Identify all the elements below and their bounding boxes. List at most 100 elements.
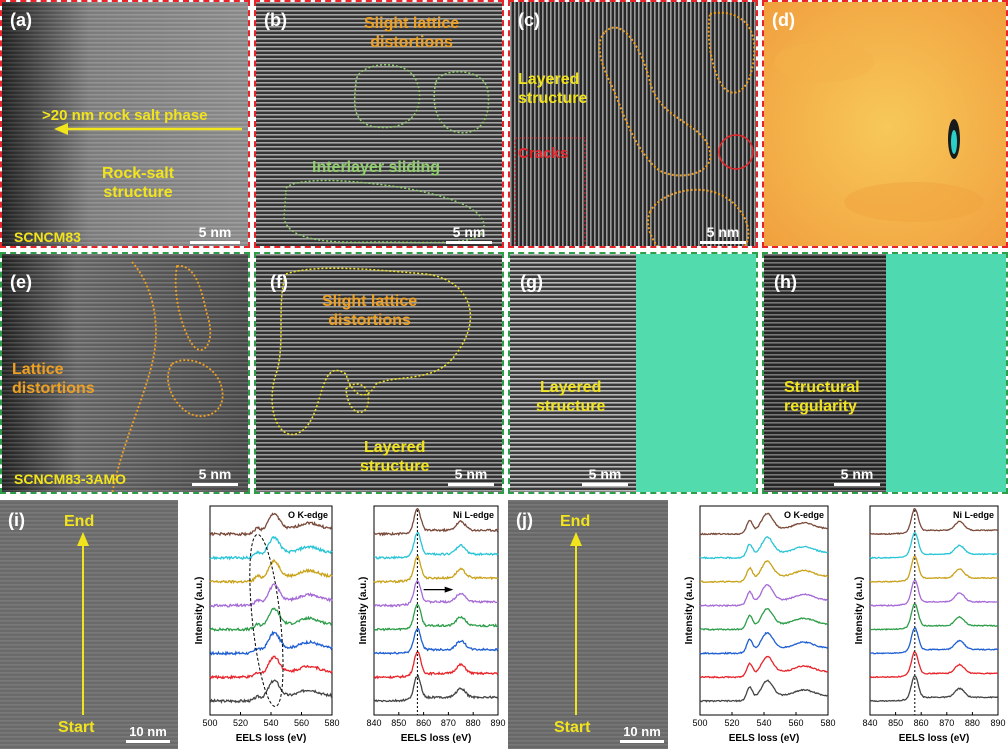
spectrum-line (373, 651, 499, 680)
edge-title: O K-edge (784, 510, 824, 520)
layered-structure-label: Layered structure (536, 378, 605, 416)
panel-label: (c) (518, 10, 540, 30)
spectrum-line (373, 507, 499, 537)
spectrum-line (373, 603, 499, 632)
x-tick-label: 840 (862, 718, 877, 728)
x-tick-label: 540 (756, 718, 771, 728)
scale-bar: 5 nm (582, 466, 628, 486)
x-tick-label: 500 (202, 718, 217, 728)
spectrum-line (869, 603, 999, 631)
spectrum-line (699, 536, 829, 560)
spectrum-line (699, 679, 828, 703)
spectrum-line (373, 555, 499, 584)
scale-bar: 5 nm (700, 224, 746, 244)
scale-text: 10 nm (623, 724, 661, 739)
panel-b-image (256, 2, 502, 246)
spectrum-line (209, 535, 333, 561)
scale-bar: 10 nm (620, 724, 664, 743)
panel-label: (h) (774, 272, 797, 292)
line-1: Slight lattice (322, 293, 418, 310)
scale-text: 5 nm (198, 466, 232, 482)
scale-text: 5 nm (454, 466, 488, 482)
interlayer-sliding-label: Interlayer sliding (312, 159, 441, 176)
plot-frame (373, 505, 499, 716)
x-axis-label: EELS loss (eV) (236, 733, 307, 744)
panel-h-image (764, 254, 1006, 492)
scale-text: 5 nm (840, 466, 874, 482)
x-tick-label: 890 (990, 718, 1005, 728)
arrow-up-icon (77, 532, 89, 546)
scale-text: 5 nm (588, 466, 622, 482)
spectrum-line (699, 584, 829, 608)
x-tick-label: 890 (490, 718, 505, 728)
spectrum-line (209, 512, 333, 537)
layered-structure-label: Layered structure (360, 438, 429, 476)
x-tick-label: 520 (233, 718, 248, 728)
x-tick-label: 540 (263, 718, 278, 728)
rock-salt-structure-label: Rock-salt structure (102, 164, 174, 202)
spectrum-line (699, 655, 829, 679)
panel-label: (j) (516, 510, 533, 530)
x-axis-label: EELS loss (eV) (899, 733, 970, 744)
panel-label: (b) (264, 10, 287, 30)
y-axis-label: Intensity (a.u.) (854, 577, 865, 645)
slight-distortion-label: Slight lattice distortions (364, 14, 459, 52)
start-label: Start (58, 719, 95, 736)
pre-edge-ellipse (249, 533, 284, 708)
spectrum-line (869, 555, 999, 583)
spectrum-line (869, 651, 998, 679)
panel-d: (d) (762, 0, 1008, 248)
panel-label: (g) (520, 272, 543, 292)
spectrum-line (209, 679, 333, 704)
spectrum-line (373, 579, 499, 608)
scale-text: 10 nm (129, 724, 167, 739)
x-tick-label: 580 (820, 718, 835, 728)
arrow-right-icon (444, 586, 454, 593)
panel-a-image (2, 2, 248, 246)
panel-label: (i) (8, 510, 25, 530)
line-2: structure (536, 398, 606, 415)
panel-label: (f) (270, 272, 288, 292)
eels-plot-j-o-k-edge: 500 520 540 560 580 EELS loss (eV) Intensity (… (668, 500, 838, 749)
x-tick-label: 580 (324, 718, 339, 728)
spectrum-line (869, 531, 999, 559)
panel-h: (h) Structural regularity 5 nm (762, 252, 1008, 494)
scale-bar: 5 nm (446, 224, 492, 244)
panel-i: (i) End Start 10 nm (0, 500, 178, 749)
x-axis-label: EELS loss (eV) (401, 733, 472, 744)
structural-regularity-label: Structural regularity (784, 378, 860, 416)
x-tick-label: 880 (965, 718, 980, 728)
x-axis-label: EELS loss (eV) (729, 733, 800, 744)
layered-structure-label: Layered structure (518, 70, 587, 108)
plot-frame (869, 505, 999, 716)
line-2: structure (518, 90, 588, 107)
spectrum-line (373, 674, 499, 703)
scale-bar: 5 nm (834, 466, 880, 486)
panel-c-image (510, 2, 756, 246)
eels-plot-i-ni-l-edge: 840 850 860 870 880 890 EELS loss (eV) Intensit… (342, 500, 508, 749)
spectrum-line (209, 655, 333, 680)
line-1: Layered (518, 71, 580, 88)
arrow-up-icon (570, 532, 582, 546)
x-tick-label: 520 (724, 718, 739, 728)
panel-label: (e) (10, 272, 32, 292)
spectrum-line (373, 532, 499, 560)
x-tick-label: 560 (788, 718, 803, 728)
scale-text: 5 nm (198, 224, 232, 240)
spectrum-line (699, 631, 829, 655)
eels-plot-j-ni-l-edge: 840 850 860 870 880 890 EELS loss (eV) Intensit… (838, 500, 1008, 749)
scale-bar: 5 nm (190, 224, 240, 244)
panel-a: (a) >20 nm rock salt phase Rock-salt str… (0, 0, 250, 248)
x-tick-label: 870 (441, 718, 456, 728)
spectrum-line (373, 627, 499, 656)
line-1: Rock-salt (102, 165, 175, 182)
scale-text: 5 nm (706, 224, 740, 240)
line-2: distortions (370, 34, 453, 51)
y-axis-label: Intensity (a.u.) (684, 577, 695, 645)
edge-title: Ni L-edge (453, 510, 494, 520)
x-tick-label: 880 (466, 718, 481, 728)
edge-title: Ni L-edge (953, 510, 994, 520)
spectrum-line (209, 630, 333, 656)
line-2: structure (103, 184, 173, 201)
line-1: Structural (784, 379, 860, 396)
